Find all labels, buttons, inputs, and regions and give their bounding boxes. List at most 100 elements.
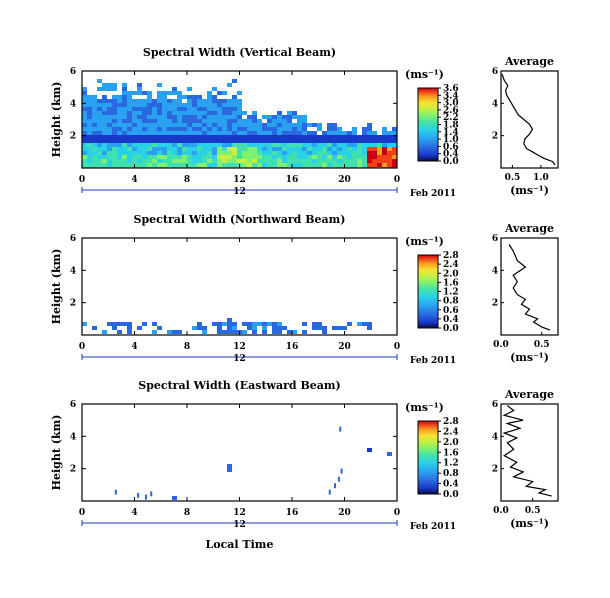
heatmap-cell xyxy=(177,151,182,155)
heatmap-cell xyxy=(242,151,247,155)
heatmap-cell xyxy=(157,326,162,330)
heatmap-cell xyxy=(202,115,207,119)
heatmap-cell xyxy=(157,115,162,119)
heatmap-cell xyxy=(227,464,232,468)
heatmap-cell xyxy=(217,103,222,107)
heatmap-cell xyxy=(112,135,117,139)
heatmap-cell xyxy=(102,123,107,127)
heatmap-cell xyxy=(127,103,132,107)
heatmap-cell xyxy=(207,151,212,155)
heatmap-cell xyxy=(327,123,332,127)
heatmap-cell xyxy=(302,115,307,119)
heatmap-cell xyxy=(212,131,217,135)
heatmap-cell xyxy=(312,163,317,167)
heatmap-cell xyxy=(102,155,107,159)
heatmap-cell xyxy=(377,155,382,159)
heatmap-cell xyxy=(237,147,242,151)
heatmap-cell xyxy=(207,139,212,143)
heatmap-cell xyxy=(212,99,217,103)
heatmap-cell xyxy=(217,155,222,159)
heatmap-cell xyxy=(252,135,257,139)
colorbar-tick-label: 2.2 xyxy=(443,113,459,123)
heatmap-cell xyxy=(102,147,107,151)
heatmap-cell xyxy=(157,91,162,95)
heatmap-cell xyxy=(167,143,172,147)
heatmap-cell xyxy=(357,151,362,155)
heatmap-cell xyxy=(312,326,317,330)
heatmap-cell xyxy=(142,135,147,139)
heatmap-cell xyxy=(317,123,322,127)
heatmap-cell xyxy=(177,119,182,123)
heatmap-cell xyxy=(97,163,102,167)
x-tick-label: 20 xyxy=(338,175,351,185)
heatmap-cell xyxy=(172,91,177,95)
heatmap-cell xyxy=(377,151,382,155)
heatmap-cell xyxy=(232,131,237,135)
heatmap-cell xyxy=(287,127,292,131)
heatmap-cell xyxy=(127,95,132,99)
heatmap-cell xyxy=(232,115,237,119)
heatmap-cell xyxy=(137,135,142,139)
heatmap-cell xyxy=(242,147,247,151)
heatmap-cell xyxy=(142,123,147,127)
heatmap-cell xyxy=(172,155,177,159)
heatmap-cell xyxy=(337,155,342,159)
average-frame xyxy=(500,237,559,336)
heatmap-cell xyxy=(287,135,292,139)
heatmap-cell xyxy=(132,143,137,147)
colorbar-tick-label: 3.6 xyxy=(443,84,459,94)
heatmap-cell xyxy=(222,139,227,143)
heatmap-cell xyxy=(172,87,177,91)
heatmap-cell xyxy=(257,322,262,326)
heatmap-cell xyxy=(112,151,117,155)
heatmap-cell xyxy=(82,91,87,95)
heatmap-cell xyxy=(152,159,157,163)
heatmap-cell xyxy=(257,163,262,167)
heatmap-cell xyxy=(197,135,202,139)
heatmap-cell xyxy=(82,87,87,91)
heatmap-cell xyxy=(267,119,272,123)
heatmap-cell xyxy=(262,163,267,167)
heatmap-cell xyxy=(237,111,242,115)
heatmap-cell xyxy=(392,163,397,167)
heatmap-cell xyxy=(267,139,272,143)
heatmap-cell xyxy=(367,448,372,452)
heatmap-cell xyxy=(137,119,142,123)
heatmap-cell xyxy=(257,147,262,151)
heatmap-cell xyxy=(362,155,367,159)
heatmap-cell xyxy=(152,131,157,135)
heatmap-cell xyxy=(352,147,357,151)
heatmap-cell xyxy=(237,123,242,127)
heatmap-cell xyxy=(277,322,282,326)
heatmap-cell xyxy=(227,115,232,119)
heatmap-cell xyxy=(147,147,152,151)
colorbar-unit: (ms⁻¹) xyxy=(405,68,444,81)
heatmap-cell xyxy=(192,143,197,147)
heatmap-cell xyxy=(187,143,192,147)
x-tick-label: 16 xyxy=(286,342,299,352)
heatmap-cell xyxy=(327,139,332,143)
colorbar-tick-label: 2.4 xyxy=(443,427,459,437)
heatmap-cell xyxy=(332,127,337,131)
heatmap-cell xyxy=(82,322,87,326)
heatmap-cell xyxy=(277,131,282,135)
heatmap-cell xyxy=(147,103,152,107)
average-y-tick-label: 6 xyxy=(492,400,498,410)
heatmap-cell xyxy=(127,111,132,115)
average-y-tick-label: 6 xyxy=(492,234,498,244)
heatmap-cell xyxy=(127,123,132,127)
heatmap-cell xyxy=(122,163,127,167)
heatmap-cell xyxy=(92,139,97,143)
heatmap-cell xyxy=(227,135,232,139)
heatmap-cell xyxy=(137,131,142,135)
heatmap-cell xyxy=(137,151,142,155)
heatmap-cell xyxy=(97,115,102,119)
heatmap-cell xyxy=(392,139,397,143)
heatmap-cell xyxy=(92,163,97,167)
heatmap-cell xyxy=(307,155,312,159)
heatmap-cell xyxy=(332,135,337,139)
heatmap-cell xyxy=(172,107,177,111)
average-x-tick-label: 1.0 xyxy=(533,173,549,183)
average-y-tick-label: 2 xyxy=(492,132,498,142)
heatmap-cell xyxy=(302,139,307,143)
